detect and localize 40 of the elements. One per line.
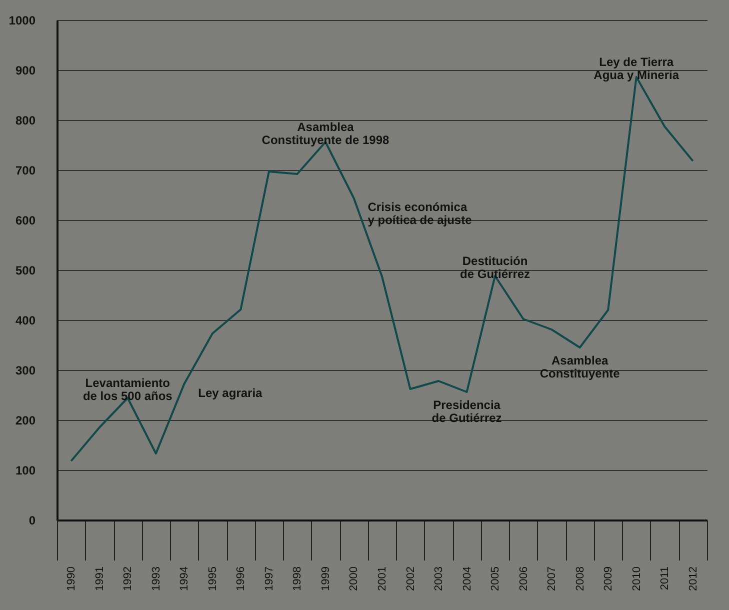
x-tick-label: 2006 — [518, 566, 530, 591]
x-tick-label: 2009 — [602, 566, 615, 591]
y-tick-label: 900 — [15, 64, 36, 78]
x-tick-label: 2012 — [687, 566, 700, 591]
x-tick-label: 2008 — [574, 566, 586, 591]
x-tick-label: 2010 — [630, 566, 643, 591]
annotation: Ley agraria — [198, 386, 263, 400]
x-tick-label: 2003 — [433, 566, 446, 591]
x-tick-label: 1997 — [263, 566, 276, 591]
x-tick-label: 1991 — [94, 566, 106, 591]
x-tick-label: 1995 — [206, 566, 219, 591]
y-tick-label: 400 — [15, 314, 36, 328]
x-tick-label: 1993 — [150, 566, 162, 591]
y-tick-label: 100 — [15, 464, 36, 478]
x-tick-label: 1990 — [66, 566, 78, 591]
annotation: Ley de Tierra Agua y Mineria — [594, 55, 680, 82]
x-tick-label: 1996 — [235, 566, 248, 591]
x-tick-label: 2001 — [376, 566, 388, 591]
x-tick-label: 1999 — [320, 566, 332, 591]
x-tick-label: 2005 — [490, 566, 502, 591]
annotation: Asamblea Constituyente — [540, 354, 620, 380]
x-tick-label: 2007 — [546, 566, 558, 591]
y-tick-label: 300 — [15, 364, 36, 378]
annotation: Destitución de Gutiérrez — [460, 254, 530, 281]
x-tick-label: 1998 — [292, 566, 304, 591]
y-tick-label: 800 — [15, 114, 36, 128]
x-tick-label: 1994 — [178, 566, 191, 591]
y-tick-label: 700 — [15, 164, 36, 178]
x-tick-label: 2011 — [659, 566, 672, 590]
x-tick-label: 2004 — [461, 566, 474, 591]
y-tick-label: 1000 — [8, 14, 36, 28]
y-tick-label: 500 — [15, 264, 36, 278]
annotation: Asamblea Constituyente de 1998 — [262, 120, 390, 147]
y-tick-label: 200 — [15, 414, 36, 428]
y-tick-label: 600 — [15, 214, 36, 228]
y-tick-label: 0 — [28, 514, 36, 528]
x-tick-label: 1992 — [122, 566, 134, 591]
x-tick-label: 2002 — [404, 566, 417, 591]
annotation: Levantamiento de los 500 años — [82, 376, 173, 403]
x-tick-label: 2000 — [348, 566, 360, 591]
